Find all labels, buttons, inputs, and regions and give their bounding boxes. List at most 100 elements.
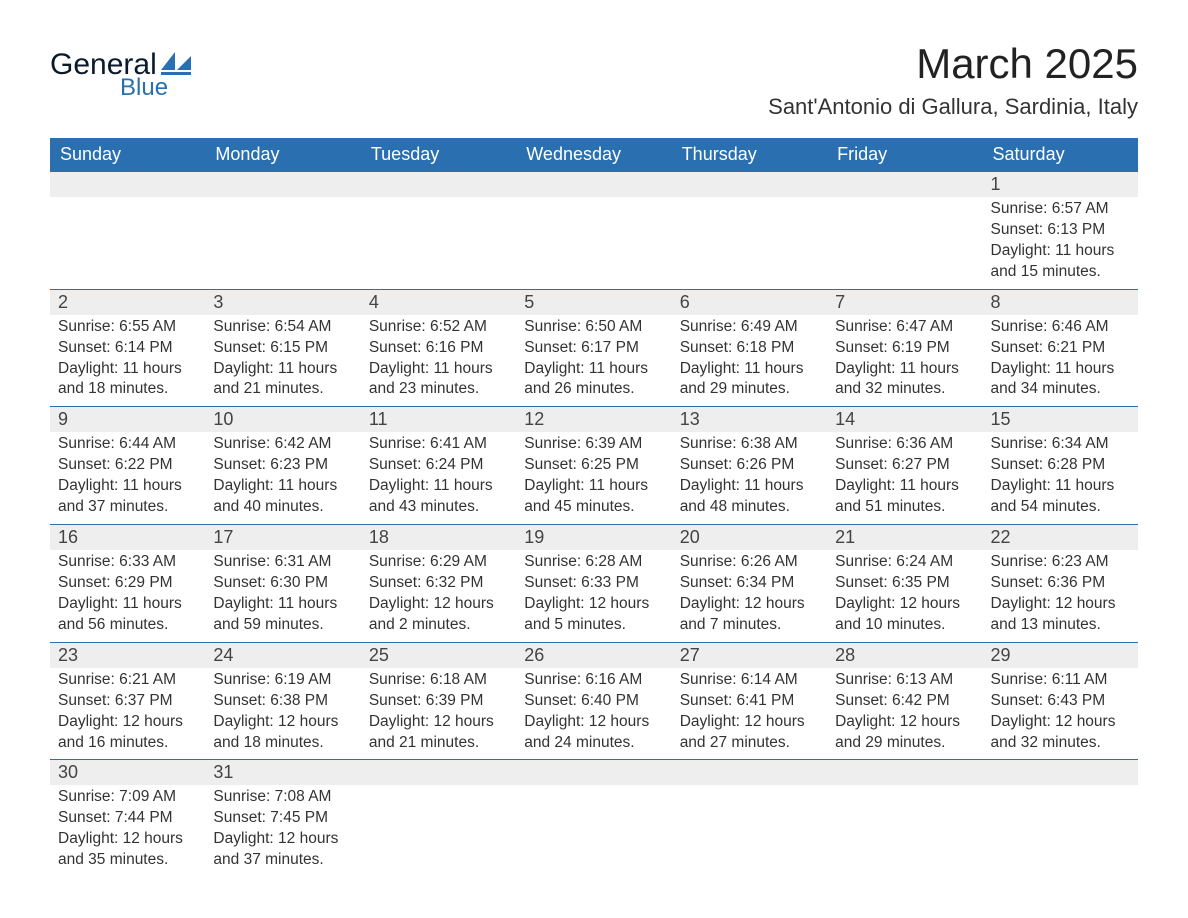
- day-dl1: Daylight: 12 hours: [524, 594, 663, 615]
- day-sunrise: Sunrise: 6:55 AM: [58, 317, 197, 338]
- day-dl2: and 21 minutes.: [369, 733, 508, 754]
- day-data: [50, 197, 205, 277]
- day-number-cell: 10: [205, 407, 360, 433]
- day-data-cell: Sunrise: 6:50 AMSunset: 6:17 PMDaylight:…: [516, 315, 671, 407]
- day-sunset: Sunset: 6:36 PM: [991, 573, 1130, 594]
- week-number-row: 2345678: [50, 289, 1138, 315]
- day-sunset: Sunset: 6:35 PM: [835, 573, 974, 594]
- day-data-cell: Sunrise: 6:39 AMSunset: 6:25 PMDaylight:…: [516, 432, 671, 524]
- day-number: 1: [983, 172, 1138, 197]
- day-dl1: Daylight: 11 hours: [58, 594, 197, 615]
- day-sunset: Sunset: 6:27 PM: [835, 455, 974, 476]
- day-data-cell: Sunrise: 6:14 AMSunset: 6:41 PMDaylight:…: [672, 668, 827, 760]
- day-data: Sunrise: 6:50 AMSunset: 6:17 PMDaylight:…: [516, 315, 671, 407]
- day-dl1: Daylight: 12 hours: [991, 594, 1130, 615]
- day-number: 20: [672, 525, 827, 550]
- day-number: 18: [361, 525, 516, 550]
- day-dl2: and 18 minutes.: [58, 379, 197, 400]
- day-dl2: and 32 minutes.: [835, 379, 974, 400]
- day-number-cell: 12: [516, 407, 671, 433]
- day-data: Sunrise: 6:46 AMSunset: 6:21 PMDaylight:…: [983, 315, 1138, 407]
- day-data: Sunrise: 6:57 AMSunset: 6:13 PMDaylight:…: [983, 197, 1138, 289]
- day-number-cell: 14: [827, 407, 982, 433]
- day-dl2: and 16 minutes.: [58, 733, 197, 754]
- day-number-cell: 18: [361, 525, 516, 551]
- day-dl1: Daylight: 11 hours: [991, 241, 1130, 262]
- day-number-cell: [672, 760, 827, 786]
- day-sunrise: Sunrise: 7:08 AM: [213, 787, 352, 808]
- day-number-cell: 19: [516, 525, 671, 551]
- day-number-cell: [516, 760, 671, 786]
- day-dl2: and 34 minutes.: [991, 379, 1130, 400]
- day-sunset: Sunset: 7:44 PM: [58, 808, 197, 829]
- day-number-cell: 9: [50, 407, 205, 433]
- day-number: 22: [983, 525, 1138, 550]
- week-number-row: 9101112131415: [50, 407, 1138, 433]
- day-sunrise: Sunrise: 6:57 AM: [991, 199, 1130, 220]
- day-dl2: and 15 minutes.: [991, 262, 1130, 283]
- day-number-cell: 7: [827, 289, 982, 315]
- day-number: 21: [827, 525, 982, 550]
- day-number-cell: 17: [205, 525, 360, 551]
- day-dl2: and 37 minutes.: [58, 497, 197, 518]
- day-number: [827, 760, 982, 785]
- day-dl1: Daylight: 12 hours: [213, 829, 352, 850]
- day-dl2: and 21 minutes.: [213, 379, 352, 400]
- day-data-cell: Sunrise: 6:16 AMSunset: 6:40 PMDaylight:…: [516, 668, 671, 760]
- day-dl1: Daylight: 12 hours: [680, 712, 819, 733]
- day-data: Sunrise: 6:41 AMSunset: 6:24 PMDaylight:…: [361, 432, 516, 524]
- day-data-cell: Sunrise: 6:55 AMSunset: 6:14 PMDaylight:…: [50, 315, 205, 407]
- day-number: 25: [361, 643, 516, 668]
- day-sunrise: Sunrise: 6:33 AM: [58, 552, 197, 573]
- day-dl1: Daylight: 12 hours: [835, 594, 974, 615]
- day-dl1: Daylight: 11 hours: [58, 476, 197, 497]
- day-dl2: and 40 minutes.: [213, 497, 352, 518]
- day-dl2: and 23 minutes.: [369, 379, 508, 400]
- day-number: [983, 760, 1138, 785]
- weekday-header: Wednesday: [516, 138, 671, 172]
- day-data: Sunrise: 6:54 AMSunset: 6:15 PMDaylight:…: [205, 315, 360, 407]
- day-number-cell: 21: [827, 525, 982, 551]
- day-dl1: Daylight: 11 hours: [213, 476, 352, 497]
- day-data: Sunrise: 7:08 AMSunset: 7:45 PMDaylight:…: [205, 785, 360, 877]
- week-number-row: 23242526272829: [50, 642, 1138, 668]
- day-data-cell: Sunrise: 6:13 AMSunset: 6:42 PMDaylight:…: [827, 668, 982, 760]
- day-number: 7: [827, 290, 982, 315]
- day-sunset: Sunset: 6:40 PM: [524, 691, 663, 712]
- day-data: [516, 197, 671, 277]
- day-dl1: Daylight: 12 hours: [835, 712, 974, 733]
- day-number: 17: [205, 525, 360, 550]
- day-number-cell: [827, 172, 982, 198]
- day-data: Sunrise: 6:18 AMSunset: 6:39 PMDaylight:…: [361, 668, 516, 760]
- day-sunset: Sunset: 6:26 PM: [680, 455, 819, 476]
- day-number-cell: 26: [516, 642, 671, 668]
- day-number: 8: [983, 290, 1138, 315]
- day-dl2: and 7 minutes.: [680, 615, 819, 636]
- day-number-cell: [516, 172, 671, 198]
- day-data: Sunrise: 6:14 AMSunset: 6:41 PMDaylight:…: [672, 668, 827, 760]
- day-sunrise: Sunrise: 6:39 AM: [524, 434, 663, 455]
- day-dl1: Daylight: 11 hours: [991, 476, 1130, 497]
- weekday-header: Monday: [205, 138, 360, 172]
- day-sunset: Sunset: 6:19 PM: [835, 338, 974, 359]
- day-sunset: Sunset: 6:18 PM: [680, 338, 819, 359]
- day-sunrise: Sunrise: 6:34 AM: [991, 434, 1130, 455]
- day-sunrise: Sunrise: 6:13 AM: [835, 670, 974, 691]
- day-number-cell: [361, 760, 516, 786]
- day-data-cell: Sunrise: 7:08 AMSunset: 7:45 PMDaylight:…: [205, 785, 360, 877]
- day-number-cell: 3: [205, 289, 360, 315]
- day-sunset: Sunset: 6:25 PM: [524, 455, 663, 476]
- day-sunset: Sunset: 6:34 PM: [680, 573, 819, 594]
- day-dl2: and 54 minutes.: [991, 497, 1130, 518]
- logo: General Blue: [50, 40, 195, 102]
- day-sunrise: Sunrise: 6:44 AM: [58, 434, 197, 455]
- day-sunrise: Sunrise: 6:14 AM: [680, 670, 819, 691]
- day-sunset: Sunset: 6:33 PM: [524, 573, 663, 594]
- day-data-cell: Sunrise: 6:18 AMSunset: 6:39 PMDaylight:…: [361, 668, 516, 760]
- day-data: Sunrise: 6:23 AMSunset: 6:36 PMDaylight:…: [983, 550, 1138, 642]
- day-dl2: and 35 minutes.: [58, 850, 197, 871]
- day-number: [827, 172, 982, 197]
- day-number: 19: [516, 525, 671, 550]
- day-sunrise: Sunrise: 6:21 AM: [58, 670, 197, 691]
- day-data-cell: Sunrise: 6:44 AMSunset: 6:22 PMDaylight:…: [50, 432, 205, 524]
